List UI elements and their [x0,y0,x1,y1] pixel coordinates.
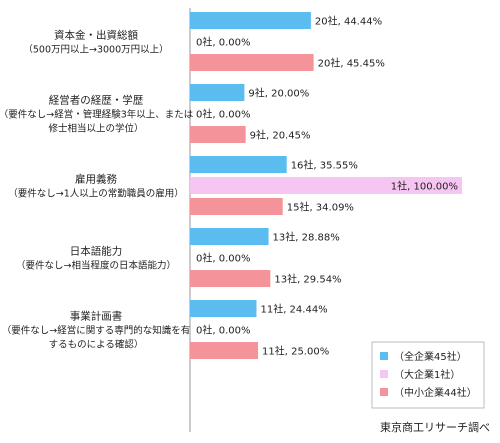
bar [190,198,283,215]
category-label: 日本語能力 [70,245,123,258]
bar [190,54,314,71]
category-label: 経営者の経歴・学歴 [49,94,144,107]
data-label: 15社, 34.09% [287,201,354,214]
bar [190,156,287,173]
category-sublabel: （500万円以上→3000万円以上） [23,44,168,56]
legend-swatch [380,370,388,378]
bar [190,228,269,245]
data-label: 0社, 0.00% [196,108,251,121]
data-label: 13社, 28.88% [273,231,340,244]
category-label: 資本金・出資総額 [54,29,138,42]
data-label: 1社, 100.00% [391,180,458,193]
data-label: 0社, 0.00% [196,324,251,337]
category-label: 雇用義務 [75,173,117,186]
data-label: 9社, 20.45% [250,129,311,142]
category-sublabel: （要件なし→経営に関する専門的な知識を有 [2,325,190,337]
data-label: 0社, 0.00% [196,252,251,265]
data-label: 20社, 44.44% [315,15,382,28]
bar [190,270,271,287]
bar [190,84,245,101]
data-label: 11社, 25.00% [262,345,329,358]
category-sublabel: （要件なし→相当程度の日本語能力） [16,260,176,272]
data-label: 16社, 35.55% [291,159,358,172]
legend-label: （全企業45社） [394,350,467,363]
data-label: 9社, 20.00% [248,87,309,100]
category-sublabel: （要件なし→1人以上の常勤職員の雇用） [8,188,184,200]
data-label: 11社, 24.44% [260,303,327,316]
category-sublabel: するものによる確認） [49,339,144,351]
legend-swatch [380,388,388,396]
bar [190,12,311,29]
bar [190,342,258,359]
category-sublabel: （要件なし→経営・管理経験3年以上、または [0,109,194,121]
bar [190,177,462,194]
data-label: 20社, 45.45% [318,57,385,70]
bar [190,126,246,143]
bar [190,300,257,317]
category-label: 事業計画書 [70,310,123,323]
legend-swatch [380,352,388,360]
legend-box [371,341,485,409]
category-sublabel: 修士相当以上の学位） [48,123,143,135]
source-note: 東京商工リサーチ調べ [380,421,490,434]
legend-label: （中小企業44社） [394,386,477,399]
data-label: 13社, 29.54% [274,273,341,286]
legend-label: （大企業1社） [394,368,460,381]
data-label: 0社, 0.00% [196,36,251,49]
